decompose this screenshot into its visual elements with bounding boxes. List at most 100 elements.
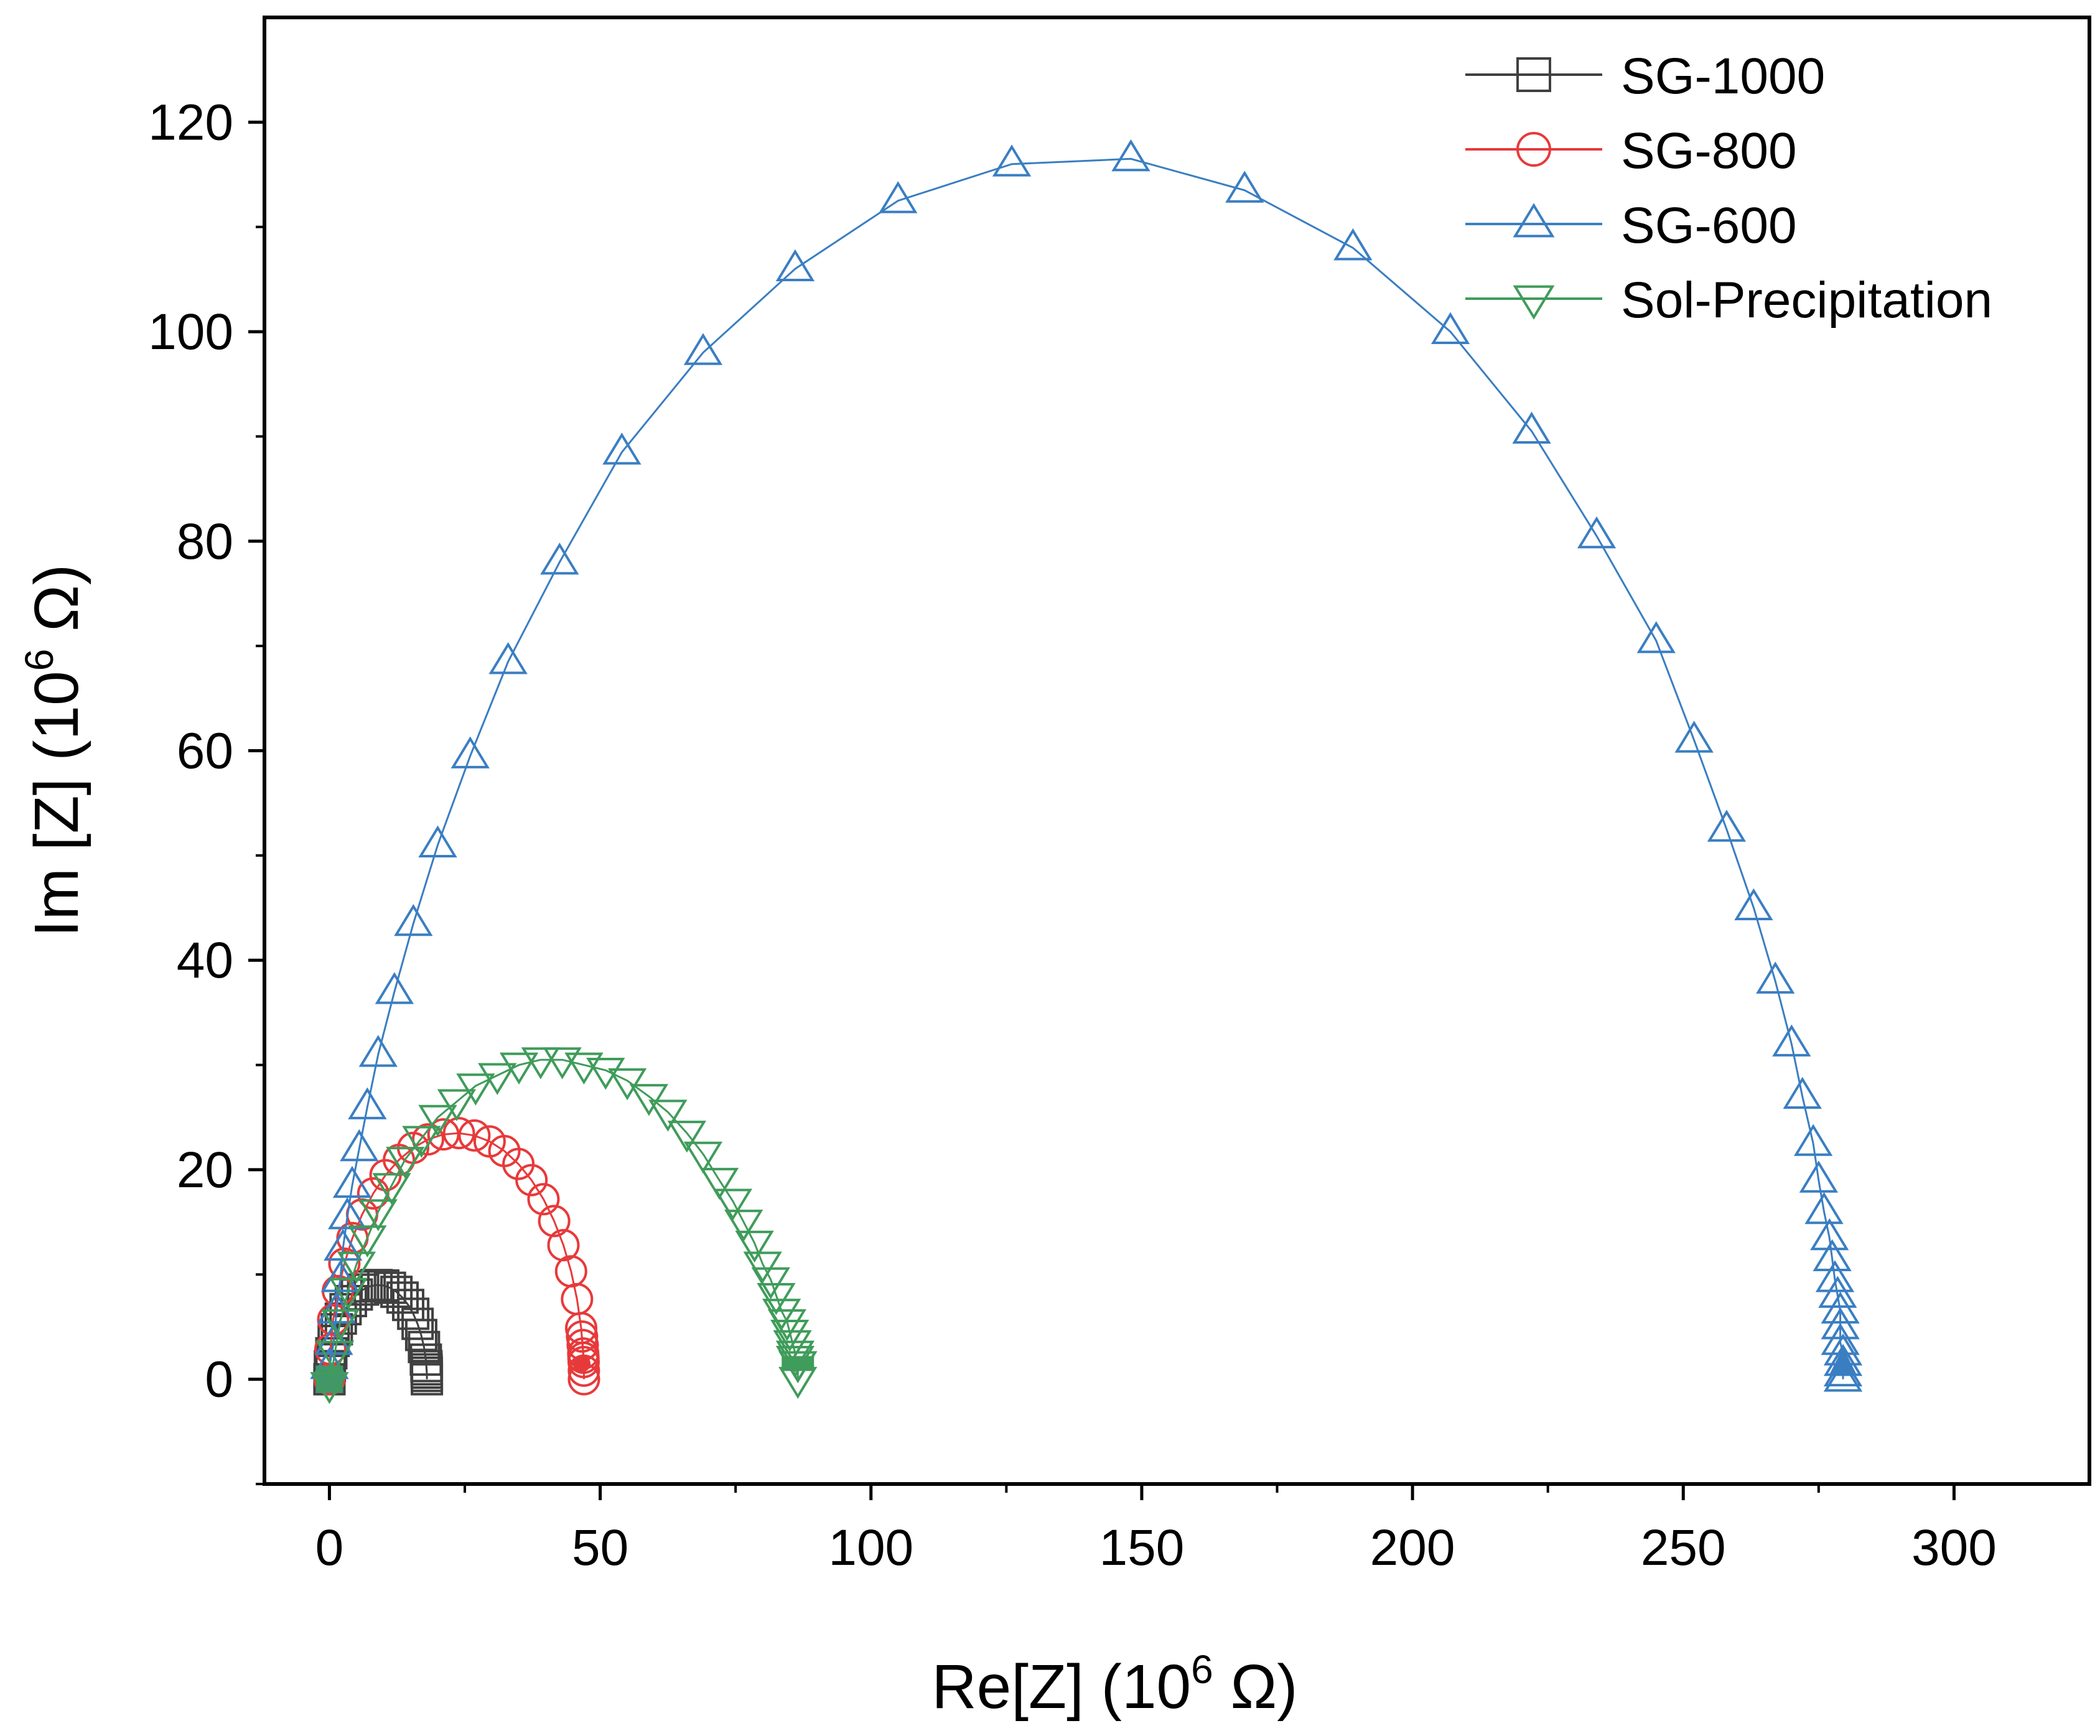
data-point [879, 181, 918, 213]
data-point [1333, 228, 1373, 261]
data-point [775, 249, 815, 281]
legend-marker [1516, 132, 1551, 167]
data-point [602, 432, 642, 465]
data-point [1821, 1291, 1860, 1324]
data-point [320, 1309, 360, 1342]
data-point [1734, 888, 1773, 920]
data-point [1804, 1192, 1844, 1225]
data-point [450, 736, 490, 768]
legend-label: SG-1000 [1621, 48, 1825, 105]
data-point [320, 1260, 360, 1292]
data-point [1818, 1276, 1857, 1308]
y-axis-title: Im [Z] (106 Ω) [17, 564, 91, 937]
data-point [992, 144, 1032, 177]
y-tick-label-0: 0 [205, 1351, 233, 1408]
y-tick-label-80: 80 [177, 513, 233, 570]
end-cluster-marker [573, 1355, 591, 1373]
legend-label: Sol-Precipitation [1621, 272, 1992, 329]
data-point [1772, 1024, 1811, 1057]
x-tick-label-150: 150 [1099, 1519, 1185, 1576]
data-point [418, 825, 457, 857]
data-point [478, 1063, 517, 1095]
data-point [1799, 1160, 1838, 1193]
data-point [757, 1283, 796, 1315]
y-tick-label-60: 60 [177, 723, 233, 780]
data-point [337, 1251, 376, 1284]
data-point [502, 1147, 535, 1180]
data-point [437, 1089, 477, 1121]
data-point [488, 642, 528, 674]
data-point [375, 972, 414, 1004]
series-sg-600 [310, 139, 1863, 1393]
data-point [348, 1225, 387, 1258]
data-point [1813, 1239, 1852, 1271]
data-point [1577, 516, 1617, 549]
data-point [515, 1164, 548, 1197]
legend-label: SG-800 [1621, 123, 1797, 179]
data-point [386, 1147, 425, 1179]
origin-cluster-marker [315, 1365, 343, 1393]
data-point [683, 1141, 723, 1174]
data-point [401, 1307, 434, 1340]
data-point [404, 1318, 437, 1351]
data-point [418, 1104, 457, 1137]
data-point [317, 1291, 356, 1324]
axes-group: 0 50 100 150 200 250 300 0 20 40 60 80 100 120 [148, 94, 1997, 1576]
x-tick-label-300: 300 [1911, 1519, 1997, 1576]
data-point [456, 1073, 495, 1106]
data-point [372, 1173, 411, 1205]
data-point [1815, 1260, 1855, 1292]
data-point [683, 333, 723, 365]
x-tick-label-50: 50 [572, 1519, 628, 1576]
data-point [667, 1121, 707, 1153]
x-tick-label-100: 100 [828, 1519, 913, 1576]
data-point [1111, 139, 1150, 172]
data-point [1636, 621, 1676, 653]
x-tick-label-200: 200 [1370, 1519, 1455, 1576]
data-point [340, 1129, 379, 1162]
data-point [1430, 312, 1470, 345]
data-point [1783, 1076, 1822, 1109]
data-point [648, 1099, 688, 1132]
data-point [458, 1119, 491, 1152]
data-point [499, 1052, 539, 1085]
data-point [724, 1210, 763, 1242]
data-point [567, 1346, 600, 1379]
legend-marker [1513, 285, 1555, 320]
data-point [329, 1277, 368, 1310]
data-point [366, 1269, 399, 1302]
data-point [442, 1117, 475, 1150]
plot-frame [263, 16, 2091, 1486]
data-point [328, 1197, 367, 1230]
series-line [328, 1058, 799, 1385]
data-point [1756, 961, 1795, 994]
data-point [1707, 810, 1747, 842]
data-point [1823, 1360, 1863, 1392]
legend-item-sg-600: SG-600 [1465, 197, 1797, 254]
data-point [1512, 411, 1551, 444]
data-point [538, 1205, 571, 1238]
data-point [1793, 1124, 1833, 1156]
data-point [586, 1058, 625, 1090]
data-point [629, 1084, 669, 1116]
data-point [1810, 1218, 1849, 1251]
legend-label: SG-600 [1621, 197, 1797, 254]
data-point [540, 542, 579, 575]
data-point [770, 1319, 810, 1352]
data-point [547, 1229, 580, 1262]
data-point [373, 1271, 406, 1304]
data-point [775, 1340, 815, 1373]
x-tick-label-250: 250 [1641, 1519, 1726, 1576]
data-point [743, 1251, 782, 1284]
data-point [751, 1267, 790, 1300]
data-point [699, 1167, 739, 1200]
data-point [380, 1276, 413, 1309]
data-point [713, 1188, 752, 1221]
data-point [735, 1230, 774, 1263]
data-point [1674, 721, 1714, 753]
data-point [397, 1297, 430, 1330]
data-point [402, 1126, 441, 1158]
data-point [394, 903, 433, 936]
data-point [566, 1320, 599, 1353]
series-line [328, 157, 1844, 1379]
